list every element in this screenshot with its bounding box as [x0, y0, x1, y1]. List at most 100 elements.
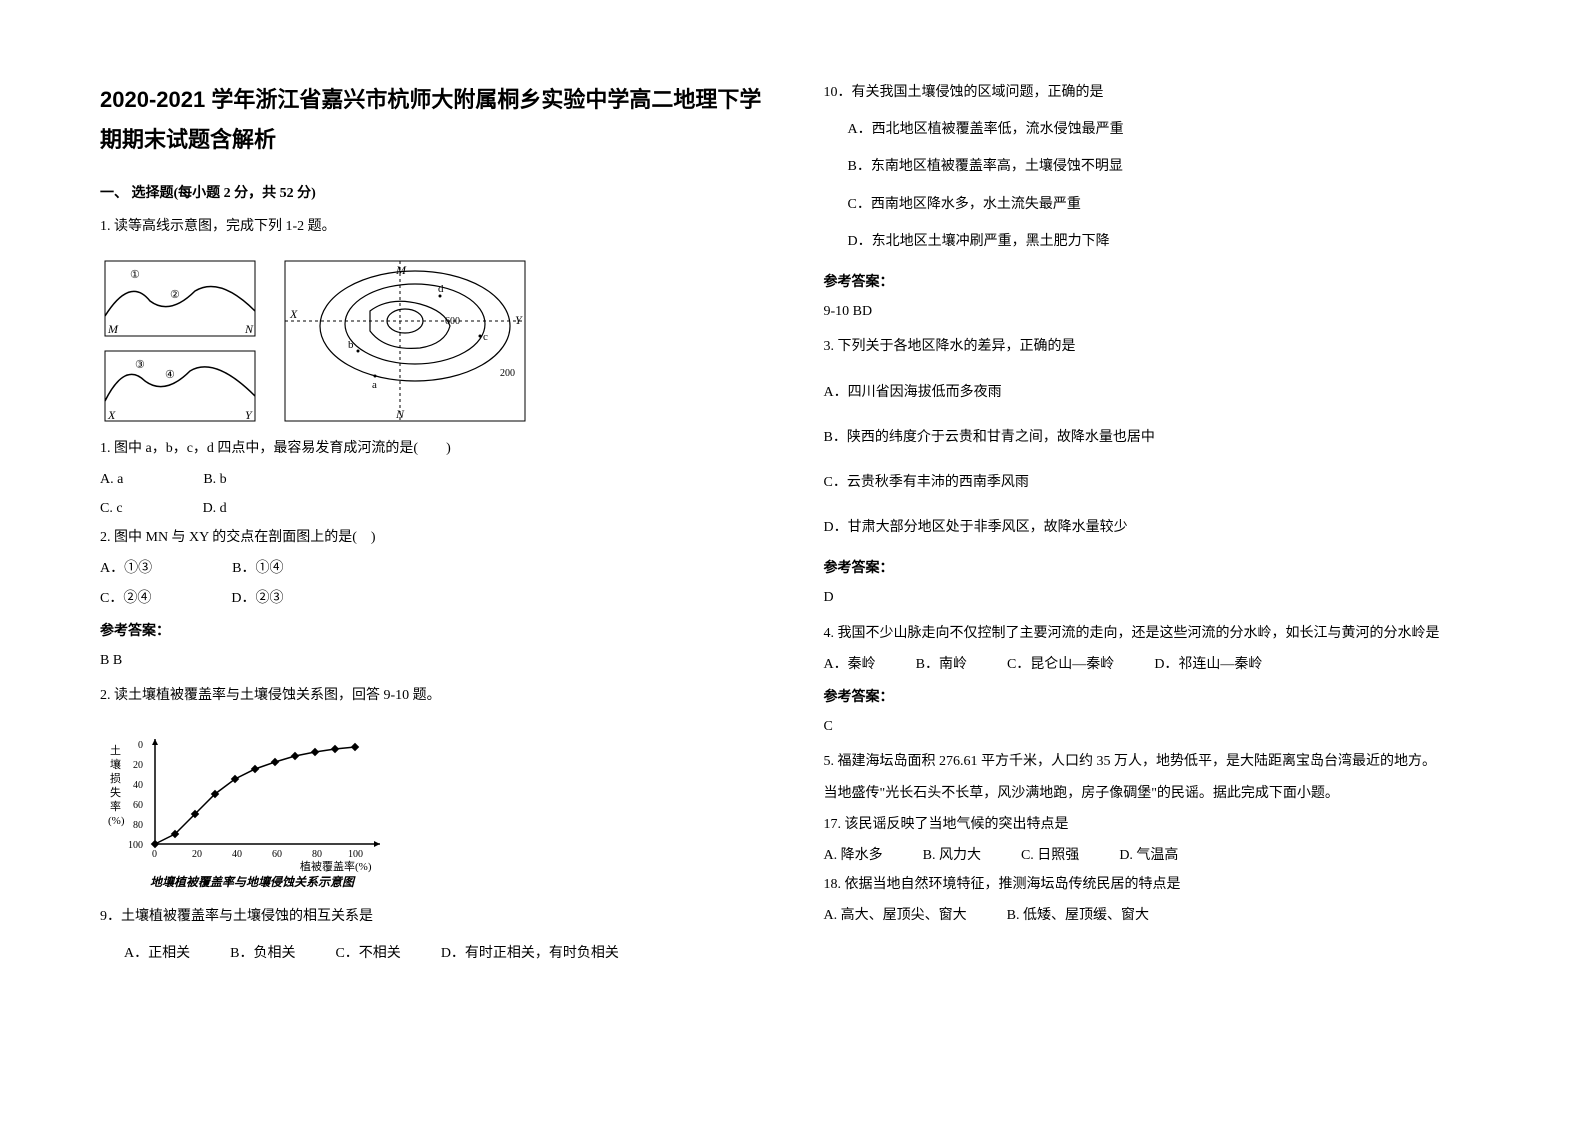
opt-c: C．②④: [100, 586, 151, 611]
page-title: 2020-2021 学年浙江省嘉兴市杭师大附属桐乡实验中学高二地理下学期期末试题…: [100, 80, 764, 159]
svg-text:②: ②: [170, 289, 180, 301]
svg-text:40: 40: [133, 780, 143, 791]
q1-sub1-opts-row1: A. a B. b: [100, 467, 764, 492]
opt-d: D．有时正相关，有时负相关: [441, 941, 619, 966]
q1-sub2-opts-row2: C．②④ D．②③: [100, 586, 764, 611]
opt-b: B. 风力大: [923, 843, 981, 868]
q1-sub1-opts-row2: C. c D. d: [100, 496, 764, 521]
opt-a: A. 降水多: [824, 843, 883, 868]
svg-text:0: 0: [138, 740, 143, 751]
svg-text:a: a: [372, 379, 377, 391]
right-column: 10．有关我国土壤侵蚀的区域问题，正确的是 A．西北地区植被覆盖率低，流水侵蚀最…: [824, 80, 1488, 1042]
y-label-1: 土: [110, 744, 121, 757]
q3-answer: D: [824, 585, 1488, 610]
q3-c: C．云贵秋季有丰沛的西南季风雨: [824, 470, 1488, 495]
q4-opts: A．秦岭 B．南岭 C．昆仑山—秦岭 D．祁连山—秦岭: [824, 652, 1488, 677]
opt-d: D. 气温高: [1119, 843, 1178, 868]
profile-diagrams: ① ② M N ③ ④ X Y: [100, 256, 260, 426]
q2-sub10-d: D．东北地区土壤冲刷严重，黑土肥力下降: [824, 229, 1488, 254]
svg-text:0: 0: [152, 849, 157, 860]
svg-text:(%): (%): [108, 815, 125, 827]
q1-figure: ① ② M N ③ ④ X Y: [100, 256, 764, 426]
opt-a: A. 高大、屋顶尖、窗大: [824, 903, 967, 928]
q2-sub10: 10．有关我国土壤侵蚀的区域问题，正确的是: [824, 80, 1488, 105]
q2-sub9-opts: A．正相关 B．负相关 C．不相关 D．有时正相关，有时负相关: [100, 941, 764, 966]
answer-label: 参考答案：: [824, 556, 1488, 581]
erosion-chart: 土 壤 损 失 率 (%) 0 20 40 60 80 100 0 20 40 …: [100, 724, 420, 894]
opt-c: C．昆仑山—秦岭: [1007, 652, 1114, 677]
svg-text:植被覆盖率(%): 植被覆盖率(%): [300, 859, 372, 873]
opt-b: B. 低矮、屋顶缓、窗大: [1007, 903, 1149, 928]
q3-a: A．四川省因海拔低而多夜雨: [824, 380, 1488, 405]
q2-figure: 土 壤 损 失 率 (%) 0 20 40 60 80 100 0 20 40 …: [100, 724, 764, 894]
answer-label: 参考答案：: [824, 685, 1488, 710]
q5-stem2: 当地盛传"光长石头不长草，风沙满地跑，房子像碉堡"的民谣。据此完成下面小题。: [824, 781, 1488, 806]
svg-text:③: ③: [135, 359, 145, 371]
svg-text:壤: 壤: [110, 757, 121, 771]
q5-sub17: 17. 该民谣反映了当地气候的突出特点是: [824, 812, 1488, 837]
opt-b: B. b: [203, 467, 226, 492]
svg-text:Y: Y: [245, 408, 253, 422]
svg-text:b: b: [348, 339, 354, 351]
opt-d: D. d: [203, 496, 227, 521]
svg-text:Y: Y: [515, 313, 523, 327]
q2-sub10-b: B．东南地区植被覆盖率高，土壤侵蚀不明显: [824, 154, 1488, 179]
q5-stem1: 5. 福建海坛岛面积 276.61 平方千米，人口约 35 万人，地势低平，是大…: [824, 749, 1488, 774]
svg-text:X: X: [289, 307, 298, 321]
q5-sub18: 18. 依据当地自然环境特征，推测海坛岛传统民居的特点是: [824, 872, 1488, 897]
q2-sub10-c: C．西南地区降水多，水土流失最严重: [824, 192, 1488, 217]
svg-text:100: 100: [128, 840, 143, 851]
svg-text:60: 60: [133, 800, 143, 811]
svg-text:N: N: [395, 407, 405, 421]
opt-a: A．正相关: [124, 941, 190, 966]
opt-d: D．祁连山—秦岭: [1154, 652, 1262, 677]
opt-c: C．不相关: [335, 941, 400, 966]
q5-sub18-opts: A. 高大、屋顶尖、窗大 B. 低矮、屋顶缓、窗大: [824, 903, 1488, 928]
q3-stem: 3. 下列关于各地区降水的差异，正确的是: [824, 334, 1488, 359]
svg-text:M: M: [107, 322, 119, 336]
contour-map: M X Y N a b c d 600 200: [280, 256, 530, 426]
opt-c: C. c: [100, 496, 123, 521]
svg-text:X: X: [107, 408, 116, 422]
q4-answer: C: [824, 714, 1488, 739]
q1-sub2: 2. 图中 MN 与 XY 的交点在剖面图上的是( ): [100, 525, 764, 550]
svg-text:200: 200: [500, 368, 515, 379]
left-column: 2020-2021 学年浙江省嘉兴市杭师大附属桐乡实验中学高二地理下学期期末试题…: [100, 80, 764, 1042]
q1-sub2-opts-row1: A．①③ B．①④: [100, 556, 764, 581]
opt-a: A. a: [100, 467, 123, 492]
answer-label: 参考答案：: [824, 270, 1488, 295]
q4-stem: 4. 我国不少山脉走向不仅控制了主要河流的走向，还是这些河流的分水岭，如长江与黄…: [824, 621, 1488, 646]
svg-text:c: c: [483, 331, 488, 343]
svg-text:损: 损: [110, 771, 121, 785]
svg-text:80: 80: [133, 820, 143, 831]
section-header: 一、 选择题(每小题 2 分，共 52 分): [100, 181, 764, 206]
svg-text:20: 20: [192, 849, 202, 860]
opt-b: B．负相关: [230, 941, 295, 966]
q3-b: B．陕西的纬度介于云贵和甘青之间，故降水量也居中: [824, 425, 1488, 450]
svg-text:100: 100: [348, 849, 363, 860]
q3-d: D．甘肃大部分地区处于非季风区，故降水量较少: [824, 515, 1488, 540]
svg-text:60: 60: [272, 849, 282, 860]
opt-d: D．②③: [231, 586, 283, 611]
q1-answer: B B: [100, 648, 764, 673]
q2-sub9: 9．土壤植被覆盖率与土壤侵蚀的相互关系是: [100, 904, 764, 929]
svg-text:d: d: [438, 283, 444, 295]
opt-c: C. 日照强: [1021, 843, 1079, 868]
answer-label: 参考答案：: [100, 619, 764, 644]
opt-b: B．南岭: [916, 652, 967, 677]
q1-stem: 1. 读等高线示意图，完成下列 1-2 题。: [100, 214, 764, 239]
q2-stem: 2. 读土壤植被覆盖率与土壤侵蚀关系图，回答 9-10 题。: [100, 683, 764, 708]
svg-text:率: 率: [110, 799, 121, 813]
opt-a: A．①③: [100, 556, 152, 581]
svg-text:地壤植被覆盖率与地壤侵蚀关系示意图: 地壤植被覆盖率与地壤侵蚀关系示意图: [150, 875, 356, 889]
svg-text:失: 失: [110, 786, 121, 799]
q2-answer: 9-10 BD: [824, 299, 1488, 324]
svg-text:N: N: [244, 322, 254, 336]
svg-text:600: 600: [445, 316, 460, 327]
svg-text:④: ④: [165, 369, 175, 381]
svg-text:80: 80: [312, 849, 322, 860]
svg-text:M: M: [395, 263, 407, 277]
q5-sub17-opts: A. 降水多 B. 风力大 C. 日照强 D. 气温高: [824, 843, 1488, 868]
opt-a: A．秦岭: [824, 652, 876, 677]
opt-b: B．①④: [232, 556, 283, 581]
